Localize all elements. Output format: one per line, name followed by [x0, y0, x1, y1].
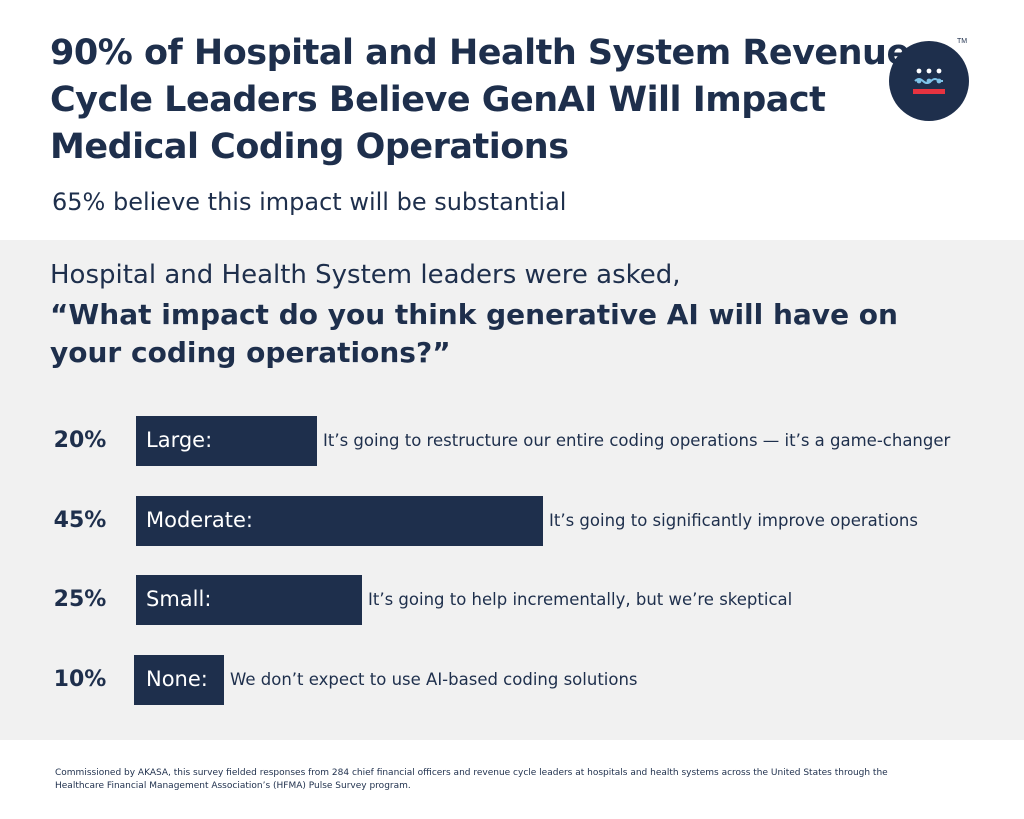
bar [136, 416, 317, 466]
page-title: 90% of Hospital and Health System Revenu… [50, 33, 910, 167]
trademark-mark: TM [957, 38, 968, 45]
bar-category-label: None: [146, 666, 208, 691]
question-text: “What impact do you think generative AI … [50, 298, 898, 369]
bar-description: It’s going to significantly improve oper… [549, 510, 918, 530]
bar [134, 654, 224, 705]
bar [136, 575, 362, 625]
page-subtitle: 65% believe this impact will be substant… [52, 188, 567, 216]
bar-description: It’s going to restructure our entire cod… [323, 431, 951, 450]
bar [136, 495, 543, 546]
question-intro: Hospital and Health System leaders were … [50, 260, 681, 290]
bar-value-label: 25% [53, 587, 107, 612]
bar-value-label: 45% [53, 507, 107, 533]
bar-category-label: Small: [146, 587, 212, 611]
bar-description: We don’t expect to use AI-based coding s… [230, 669, 638, 689]
bar-description: It’s going to help incrementally, but we… [368, 590, 793, 609]
bar-category-label: Moderate: [146, 507, 253, 532]
logo-mark-icon [913, 68, 945, 94]
bar-value-label: 10% [53, 666, 107, 692]
bar-value-label: 20% [53, 428, 107, 453]
akasa-logo [889, 41, 969, 121]
bar-category-label: Large: [146, 428, 213, 452]
footnote: Commissioned by AKASA, this survey field… [55, 768, 888, 791]
